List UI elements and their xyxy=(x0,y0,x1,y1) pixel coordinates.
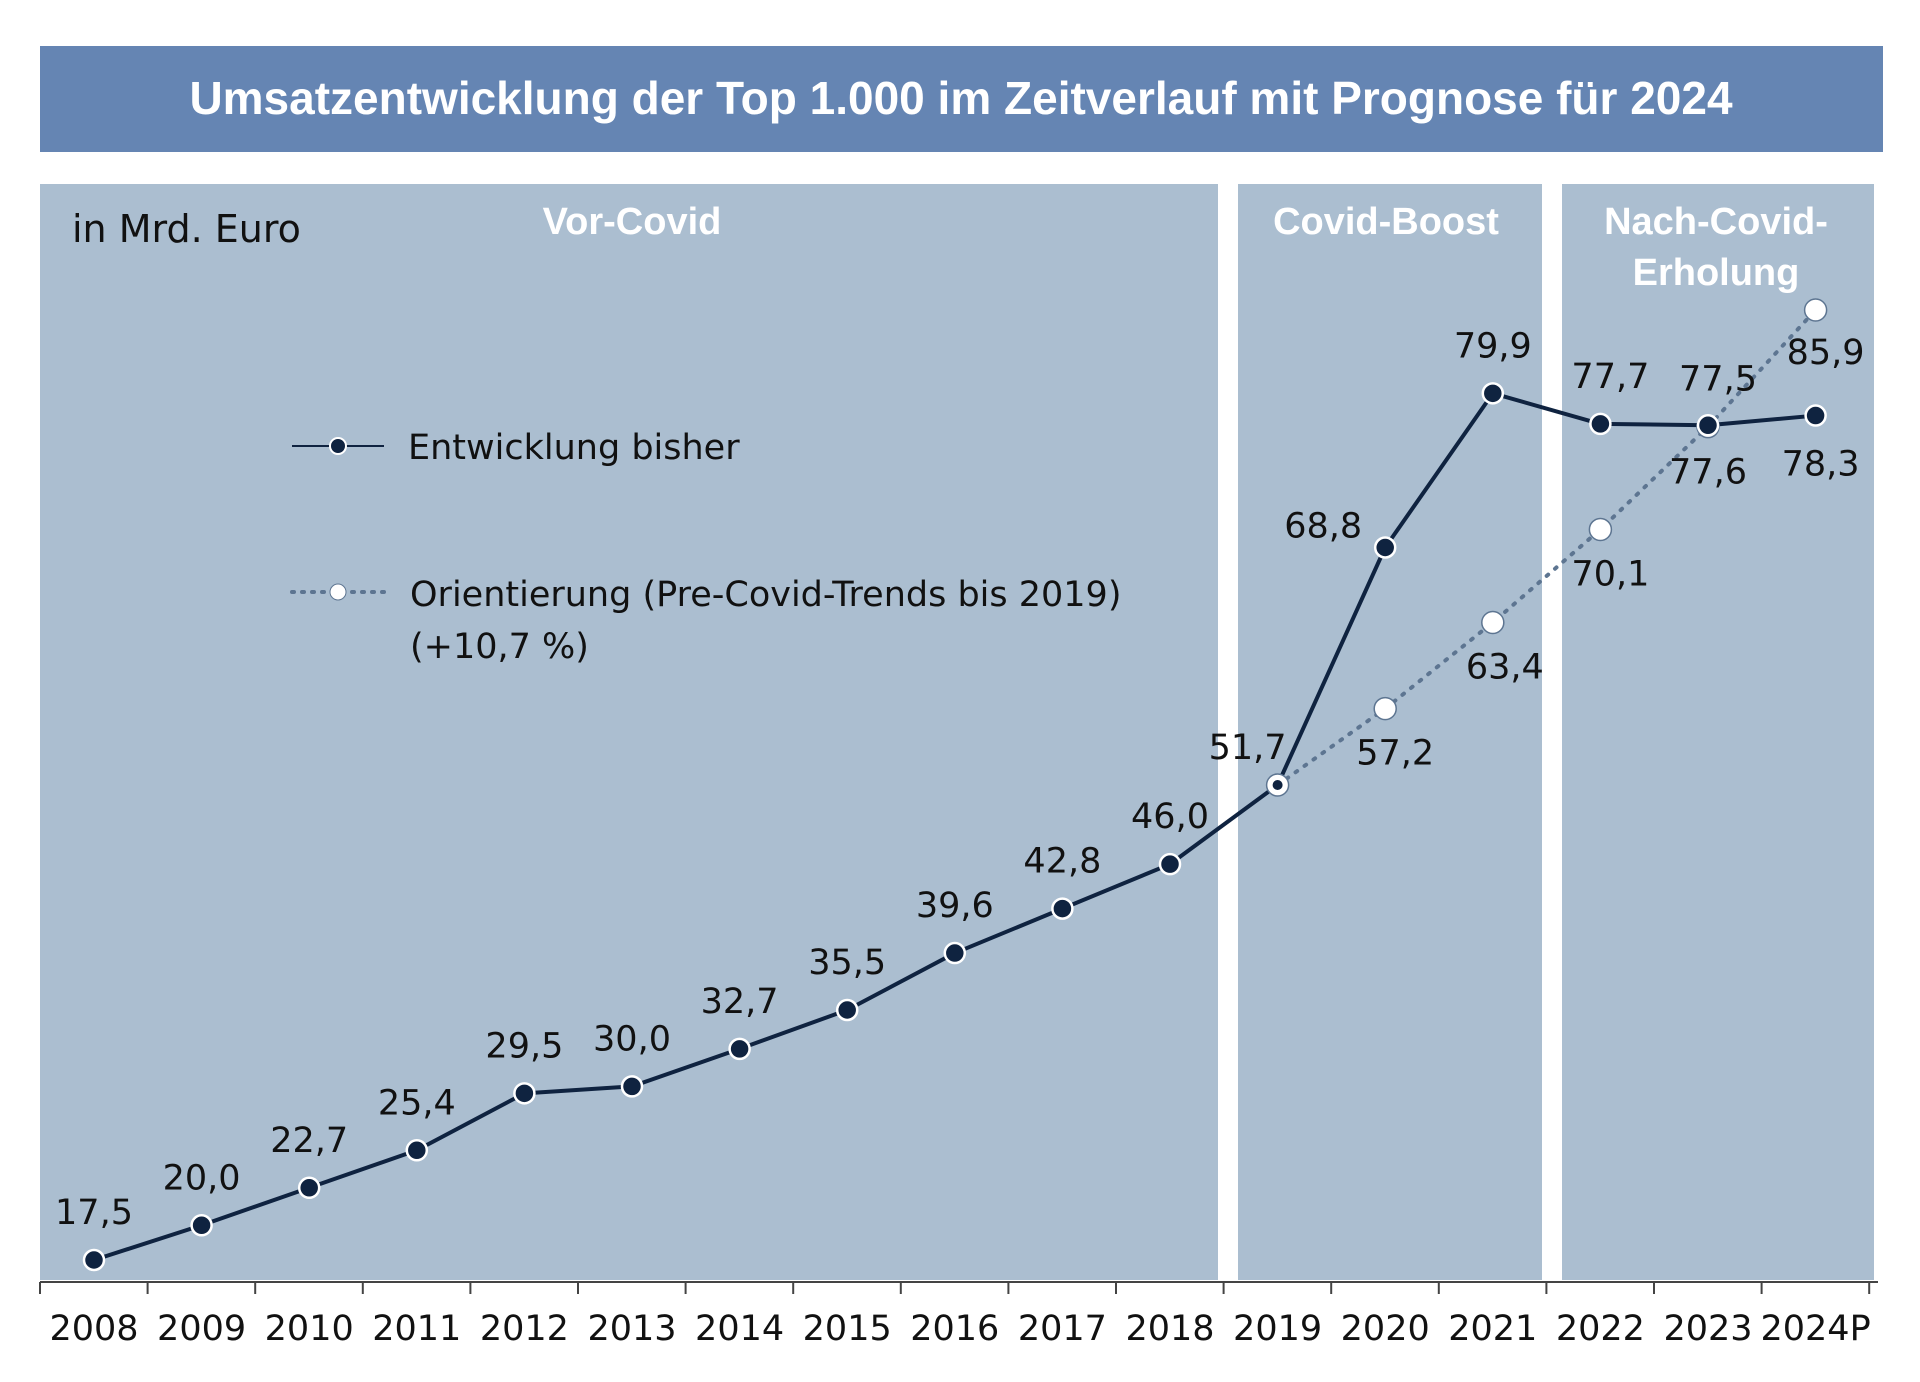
phase-label-nach-covid-line1: Nach-Covid- xyxy=(1604,201,1828,243)
trend-value-2022: 70,1 xyxy=(1571,554,1649,594)
trend-point-2024P xyxy=(1803,298,1828,322)
x-tick-label-2021: 2021 xyxy=(1448,1309,1537,1349)
trend-point-2020 xyxy=(1373,696,1397,721)
trend-point-2021 xyxy=(1481,610,1505,635)
entwicklung-point-2019 xyxy=(1272,780,1283,790)
phase-label-nach-covid-line2: Erholung xyxy=(1633,252,1800,294)
phase-panel-covid-boost xyxy=(1238,184,1542,1280)
entwicklung-value-2021: 79,9 xyxy=(1454,326,1532,366)
phase-panel-nach-covid xyxy=(1562,184,1874,1280)
unit-label: in Mrd. Euro xyxy=(72,207,301,251)
x-tick-label-2011: 2011 xyxy=(372,1309,461,1349)
entwicklung-value-2023: 77,6 xyxy=(1669,452,1747,492)
x-tick-label-2008: 2008 xyxy=(49,1309,138,1349)
entwicklung-point-2008 xyxy=(82,1248,106,1272)
x-tick-label-2018: 2018 xyxy=(1125,1309,1214,1349)
phase-panel-vor-covid xyxy=(40,184,1218,1280)
entwicklung-value-2018: 46,0 xyxy=(1131,797,1209,837)
x-tick-label-2010: 2010 xyxy=(265,1309,354,1349)
entwicklung-value-2013: 30,0 xyxy=(593,1019,671,1059)
entwicklung-value-2010: 22,7 xyxy=(270,1121,348,1161)
entwicklung-value-2009: 20,0 xyxy=(163,1158,241,1198)
entwicklung-point-2010 xyxy=(297,1176,321,1200)
entwicklung-point-2024P xyxy=(1804,404,1827,427)
entwicklung-point-2012 xyxy=(513,1082,536,1105)
entwicklung-value-2024P: 78,3 xyxy=(1782,445,1860,485)
x-tick-label-2013: 2013 xyxy=(587,1309,676,1349)
series-points xyxy=(82,298,1828,1272)
entwicklung-point-2023 xyxy=(1696,414,1720,437)
x-tick-label-2017: 2017 xyxy=(1018,1309,1107,1349)
entwicklung-point-2013 xyxy=(620,1075,644,1098)
trend-value-2021: 63,4 xyxy=(1466,648,1544,688)
entwicklung-point-2020 xyxy=(1373,536,1397,559)
x-tick-label-2024P: 2024P xyxy=(1761,1309,1871,1349)
value-labels: 17,5 20,0 22,7 25,4 29,5 30,0 32,7 35,5 39,6 42,8… xyxy=(55,326,1865,1233)
x-tick-label-2016: 2016 xyxy=(910,1309,999,1349)
entwicklung-point-2017 xyxy=(1051,897,1074,920)
legend-dotted-marker xyxy=(329,583,347,601)
entwicklung-value-2015: 35,5 xyxy=(808,943,886,983)
x-tick-label-2020: 2020 xyxy=(1341,1309,1430,1349)
entwicklung-value-2022: 77,7 xyxy=(1571,357,1649,397)
trend-value-2020: 57,2 xyxy=(1356,734,1434,774)
x-tick-label-2019: 2019 xyxy=(1233,1309,1322,1349)
legend-solid-marker xyxy=(329,437,347,455)
x-tick-label-2023: 2023 xyxy=(1663,1309,1752,1349)
phase-label-covid-boost: Covid-Boost xyxy=(1273,201,1499,243)
entwicklung-value-2019: 51,7 xyxy=(1209,728,1287,768)
legend-label-orientierung: Orientierung (Pre-Covid-Trends bis 2019) xyxy=(410,575,1121,615)
entwicklung-point-2016 xyxy=(943,941,967,965)
x-tick-label-2014: 2014 xyxy=(695,1309,784,1349)
x-tick-label-2022: 2022 xyxy=(1556,1309,1645,1349)
x-tick-label-2009: 2009 xyxy=(157,1309,246,1349)
entwicklung-value-2020: 68,8 xyxy=(1284,507,1362,547)
entwicklung-point-2015 xyxy=(835,998,859,1022)
title-band xyxy=(40,46,1883,152)
x-tick-label-2015: 2015 xyxy=(803,1309,892,1349)
entwicklung-point-2011 xyxy=(405,1139,429,1162)
x-tick-label-2012: 2012 xyxy=(480,1309,569,1349)
legend-label-orientierung-pct: (+10,7 %) xyxy=(410,627,589,667)
phase-label-vor-covid: Vor-Covid xyxy=(543,201,722,243)
entwicklung-point-2021 xyxy=(1481,382,1505,405)
entwicklung-point-2014 xyxy=(728,1037,751,1061)
entwicklung-point-2018 xyxy=(1158,852,1182,876)
entwicklung-point-2009 xyxy=(190,1214,213,1237)
entwicklung-value-2017: 42,8 xyxy=(1023,842,1101,882)
trend-line xyxy=(1275,308,1818,787)
entwicklung-value-2014: 32,7 xyxy=(701,982,779,1022)
chart-title: Umsatzentwicklung der Top 1.000 im Zeitv… xyxy=(189,72,1733,124)
entwicklung-value-2012: 29,5 xyxy=(485,1026,563,1066)
legend-label-entwicklung: Entwicklung bisher xyxy=(408,428,740,468)
entwicklung-value-2011: 25,4 xyxy=(378,1083,456,1123)
entwicklung-value-2008: 17,5 xyxy=(55,1193,133,1233)
trend-value-2023: 77,5 xyxy=(1679,360,1757,400)
entwicklung-point-2022 xyxy=(1589,412,1612,436)
entwicklung-value-2016: 39,6 xyxy=(916,886,994,926)
x-ticks: 2008 2009 2010 2011 2012 2013 2014 2015 2016 2017… xyxy=(39,1282,1871,1349)
trend-point-2022 xyxy=(1588,517,1613,542)
trend-value-2024P: 85,9 xyxy=(1787,333,1865,373)
